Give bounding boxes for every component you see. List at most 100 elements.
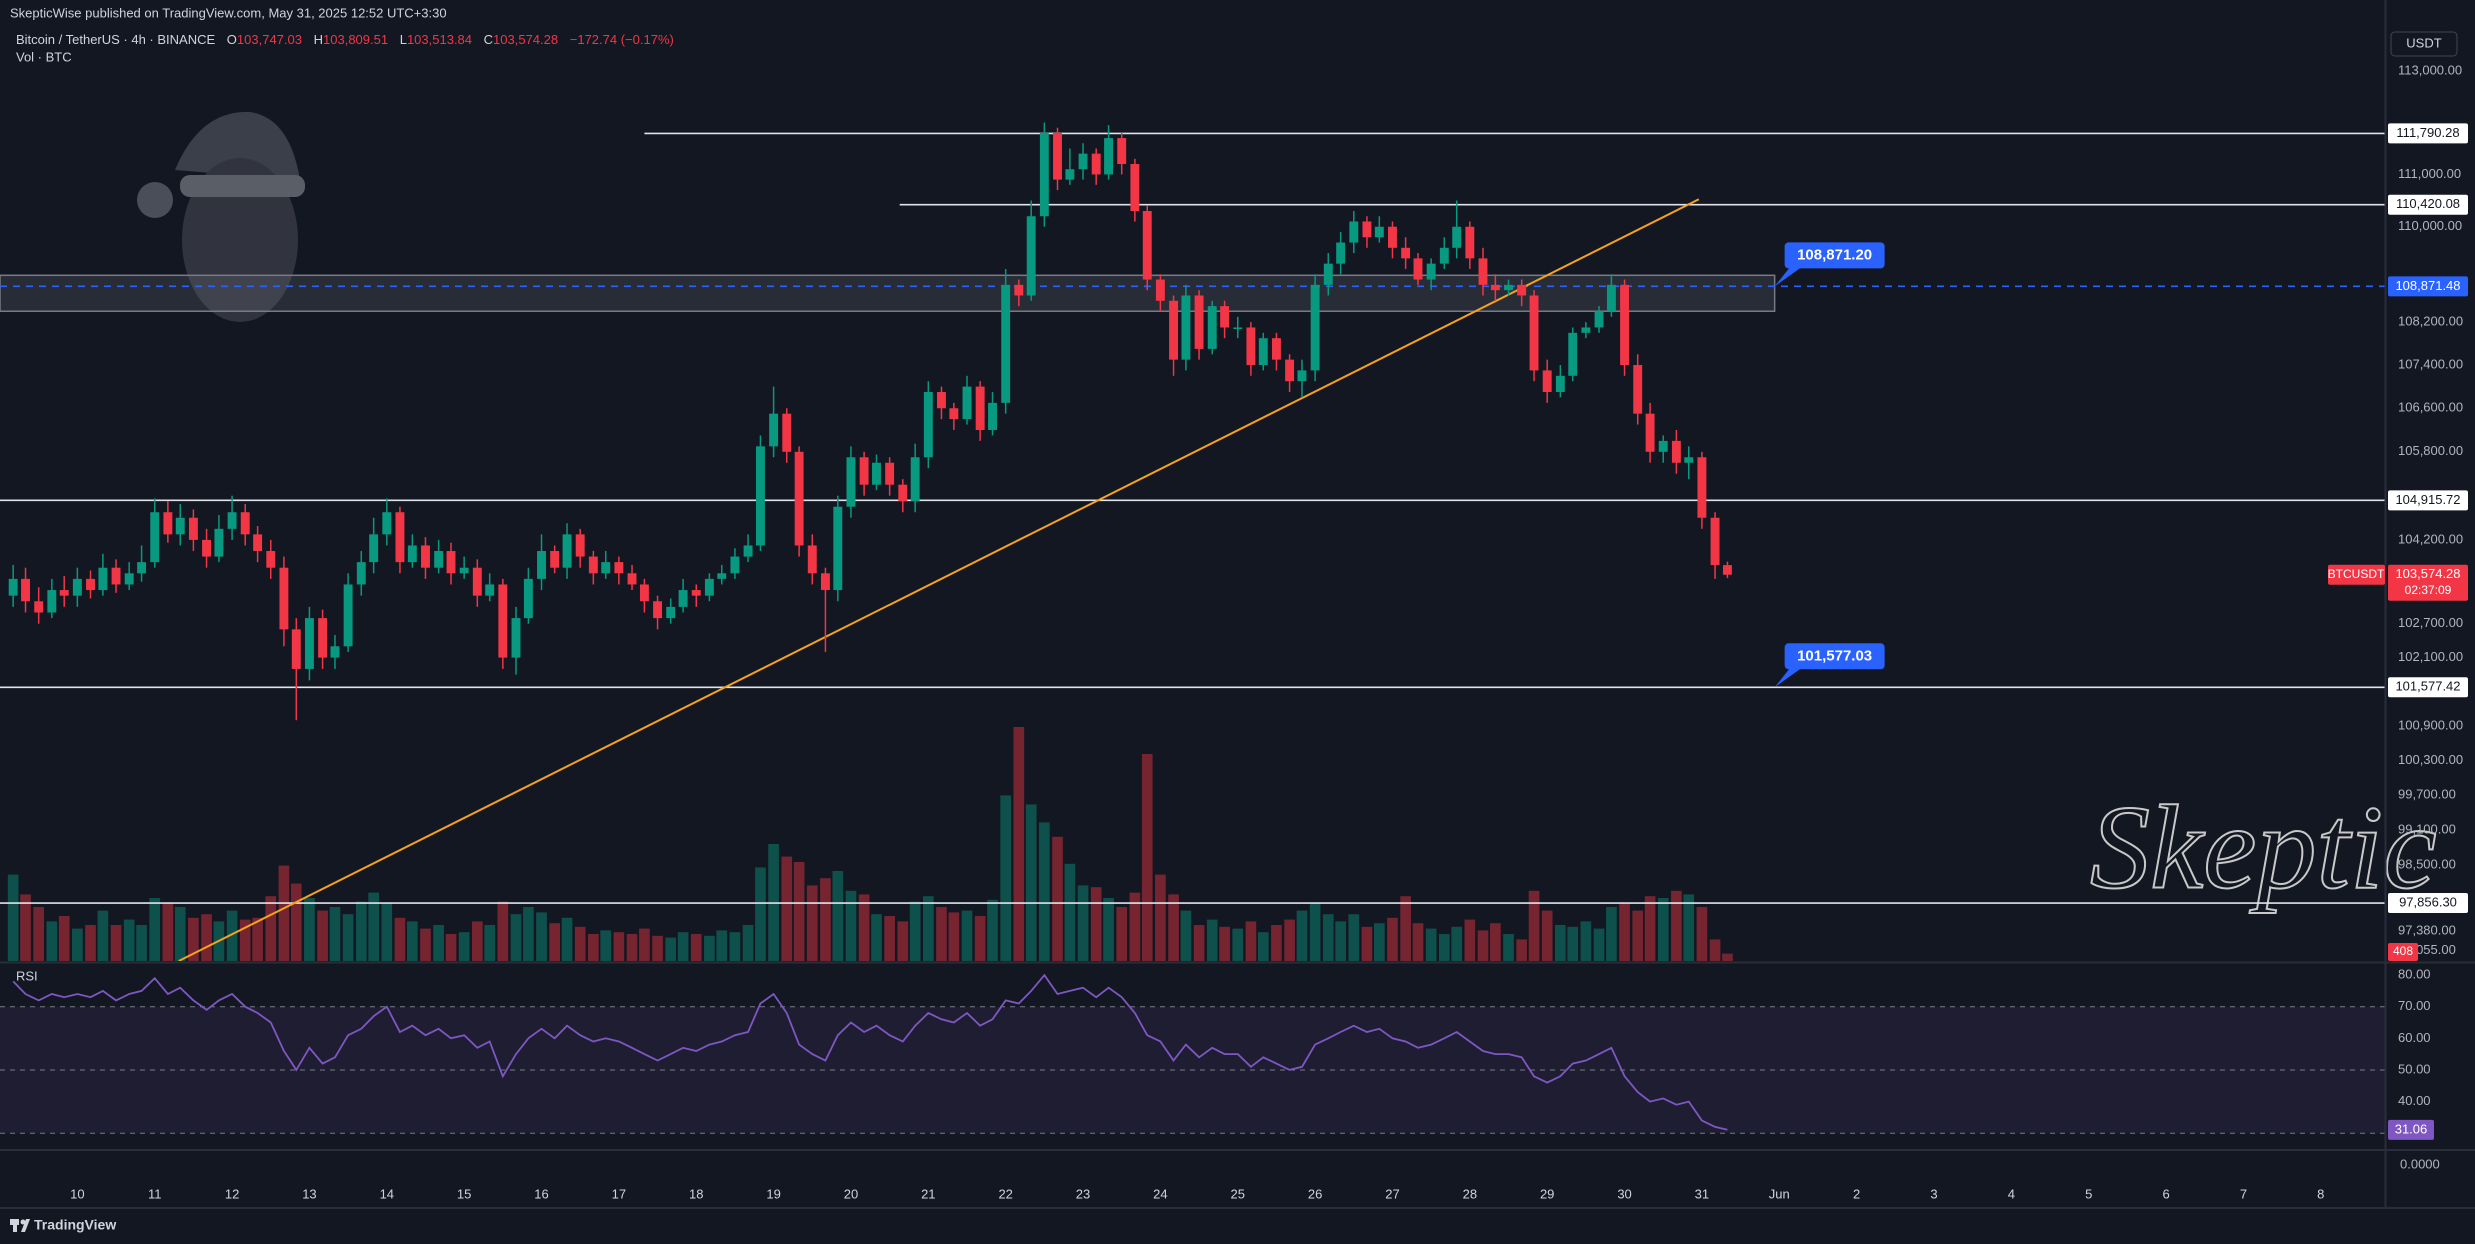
x-tick-label: 13: [302, 1186, 316, 1201]
candle-body: [1478, 258, 1488, 285]
volume-bar: [845, 890, 857, 961]
volume-bar: [1232, 928, 1244, 961]
volume-bar: [420, 928, 431, 961]
rsi-tick-label: 80.00: [2398, 967, 2431, 982]
y-tick-label: 111,000.00: [2398, 166, 2461, 181]
volume-bar: [1400, 896, 1411, 961]
price-pane: 108,871.20 101,577.03: [0, 122, 2385, 961]
volume-bar: [961, 910, 973, 961]
level-label: 104,915.72: [2395, 492, 2460, 507]
volume-bar: [1257, 932, 1269, 961]
candle-body: [807, 545, 817, 574]
candle-body: [937, 392, 946, 409]
volume-bar: [368, 892, 379, 961]
volume-bar: [1593, 928, 1605, 961]
candle-body: [678, 590, 688, 607]
candle-body: [962, 386, 972, 420]
candle-body: [1078, 153, 1088, 170]
x-tick-label: 10: [70, 1186, 84, 1201]
volume-bar: [7, 874, 19, 961]
volume-bar: [1284, 919, 1295, 961]
callout-box: [1784, 242, 1885, 269]
ohlc-label: O: [227, 32, 237, 47]
candle-body: [1130, 164, 1140, 211]
currency-button[interactable]: [2390, 31, 2458, 57]
x-tick-label: 3: [1930, 1186, 1937, 1201]
y-tick-label: 99,100.00: [2398, 821, 2456, 836]
candle-body: [1065, 169, 1075, 180]
candle-body: [8, 578, 18, 596]
level-label-box: [2388, 194, 2468, 215]
x-tick-label: 21: [921, 1186, 935, 1201]
ohlc-value: 103,574.28: [493, 32, 558, 47]
level-label: 111,790.28: [2396, 125, 2459, 140]
ohlc-value: 103,513.84: [407, 32, 472, 47]
y-tick-label: 113,000.00: [2398, 63, 2462, 78]
volume-bar: [1503, 934, 1514, 961]
candle-body: [21, 578, 30, 602]
candle-body: [1014, 284, 1024, 296]
volume-bar: [987, 899, 998, 961]
candle-body: [1490, 284, 1500, 291]
candle-body: [1568, 332, 1578, 376]
x-tick-label: 5: [2085, 1186, 2092, 1201]
candle-body: [1091, 153, 1101, 175]
volume-bar: [677, 932, 689, 961]
candle-body: [1039, 132, 1049, 217]
ohlc-value: 103,809.51: [323, 32, 388, 47]
rsi-title: RSI: [16, 968, 38, 983]
candle-body: [1117, 138, 1127, 165]
candle-body: [1285, 359, 1295, 382]
ohlc-label: H: [314, 32, 323, 47]
volume-bar: [1374, 923, 1385, 961]
candle-body: [356, 562, 366, 585]
volume-bar: [510, 914, 522, 961]
candle-body: [330, 646, 340, 658]
candle-body: [1362, 221, 1372, 238]
x-tick-label: 17: [612, 1186, 626, 1201]
volume-bar: [1696, 907, 1708, 961]
candle-body: [304, 618, 314, 669]
symbol-title: Bitcoin / TetherUS · 4h · BINANCE: [16, 32, 215, 47]
volume-bar: [1567, 926, 1579, 961]
symbol-label: BTCUSDT: [2328, 567, 2385, 581]
candle-body: [666, 606, 676, 619]
volume-bar: [1348, 914, 1360, 961]
level-label-box: [2388, 490, 2468, 511]
candle-body: [202, 539, 212, 557]
volume-bar: [561, 917, 573, 961]
x-tick-label: 6: [2162, 1186, 2169, 1201]
volume-bar: [665, 937, 677, 961]
volume-bar: [729, 932, 741, 961]
volume-bar: [188, 917, 199, 961]
level-label-box: [2388, 123, 2468, 144]
candle-body: [1207, 306, 1217, 349]
candle-body: [291, 629, 301, 669]
y-tick-label: 104,200.00: [2398, 531, 2463, 546]
volume-bar: [46, 921, 58, 961]
volume-bar: [716, 930, 728, 961]
x-tick-label: 16: [534, 1186, 548, 1201]
lower-axis-label: 0.0000: [2400, 1156, 2440, 1171]
currency-label[interactable]: USDT: [2406, 35, 2441, 50]
candle-body: [1104, 138, 1114, 175]
candle-body: [1594, 311, 1604, 328]
volume-bar: [781, 856, 793, 961]
candle-body: [214, 528, 224, 557]
candle-body: [1529, 295, 1539, 371]
volume-bar: [613, 932, 625, 961]
volume-bar: [1193, 925, 1205, 961]
x-tick-label: 28: [1463, 1186, 1477, 1201]
candle-body: [434, 551, 444, 568]
x-tick-label: 2: [1853, 1186, 1860, 1201]
candle-body: [1169, 300, 1179, 360]
volume-bar: [226, 910, 238, 961]
volume-bar: [574, 926, 586, 961]
candle-body: [1452, 226, 1462, 248]
x-tick-label: 26: [1308, 1186, 1322, 1201]
candle-body: [1155, 279, 1165, 301]
candle-body: [949, 408, 959, 420]
volume-label: 408: [2393, 944, 2413, 958]
candle-body: [72, 578, 82, 596]
change: −172.74 (−0.17%): [570, 32, 674, 47]
